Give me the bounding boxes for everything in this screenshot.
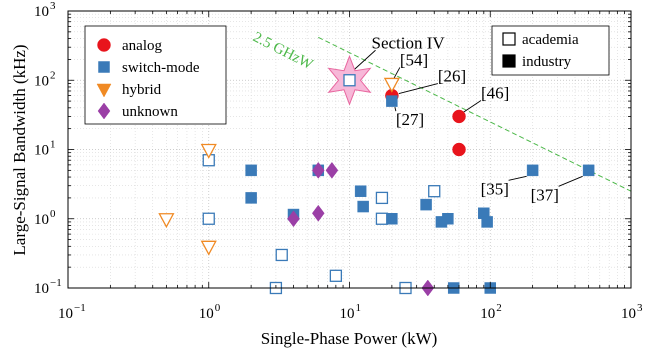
switch-mode-point: [442, 213, 454, 225]
legend-label-analog: analog: [122, 38, 162, 54]
switch-mode-point: [357, 200, 369, 213]
x-tick-label: 10 1: [340, 302, 362, 322]
annotation-leader: [393, 67, 401, 79]
y-tick-label: 10 −1: [34, 277, 62, 297]
tick-label-base: 10: [34, 143, 49, 159]
limit-line: [318, 36, 632, 192]
unknown-point: [311, 161, 325, 179]
tick-label-exponent: 2: [50, 69, 56, 81]
tick-label-base: 10: [34, 4, 49, 20]
x-tick-labels: 10 −1 10 0 10 1 10 2 10 3: [58, 302, 643, 322]
legend-origin-label: industry: [522, 54, 572, 70]
legend-marker-switch-mode: [98, 61, 110, 73]
y-tick-label: 10 3: [34, 0, 56, 20]
hybrid-point: [383, 77, 400, 93]
switch-mode-point: [245, 192, 257, 204]
annotation-leader: [508, 175, 527, 181]
highlight-label: Section IV: [372, 33, 446, 52]
tick-label-exponent: −1: [50, 277, 62, 289]
tick-label-base: 10: [340, 306, 355, 322]
legend-origin-label: academia: [522, 32, 579, 48]
y-tick-label: 10 0: [34, 208, 56, 228]
analog-point: [452, 142, 466, 157]
legend-label-hybrid: hybrid: [122, 82, 162, 98]
switch-mode-point: [386, 213, 398, 225]
x-tick-label: 10 0: [199, 302, 221, 322]
tick-label-base: 10: [34, 73, 49, 89]
switch-mode-point: [481, 216, 493, 228]
tick-label-exponent: 0: [50, 208, 56, 220]
x-tick-label: 10 3: [621, 302, 643, 322]
annotation-label: [54]: [400, 50, 428, 69]
tick-label-base: 10: [199, 306, 214, 322]
limit-line-label: 2.5 GHzW: [250, 29, 316, 73]
unknown-point: [325, 161, 339, 179]
tick-label-base: 10: [621, 306, 636, 322]
legend-origin-marker: [502, 54, 516, 68]
annotation-leader: [394, 106, 397, 112]
switch-mode-point: [386, 95, 398, 107]
switch-mode-point: [354, 185, 367, 197]
hybrid-point: [200, 240, 217, 256]
tick-label-base: 10: [58, 306, 73, 322]
tick-label-base: 10: [34, 281, 49, 297]
annotation-label: [37]: [531, 185, 559, 204]
switch-mode-point: [582, 164, 595, 177]
annotation-labels: [54] [26] [27] [46] [35] [37] Section IV: [372, 33, 559, 204]
tick-label-exponent: 3: [637, 302, 643, 314]
legend-marker-hybrid: [96, 83, 112, 98]
switch-mode-point: [329, 269, 343, 282]
y-axis-label: Large-Signal Bandwidth (kHz): [10, 44, 29, 255]
legend-origin-items: academia industry: [502, 32, 579, 70]
annotation-leader: [398, 83, 438, 95]
annotation-label: [26]: [438, 67, 466, 86]
y-tick-label: 10 1: [34, 139, 56, 159]
unknown-point: [287, 210, 300, 228]
tick-label-exponent: 0: [215, 302, 221, 314]
annotation-leader: [558, 175, 583, 187]
highlight-point: [343, 74, 356, 87]
legend-origin: academia industry: [491, 25, 610, 76]
switch-mode-point: [526, 164, 539, 177]
switch-mode-point: [202, 212, 215, 225]
switch-mode-point: [375, 191, 389, 205]
tick-label-exponent: 1: [50, 139, 56, 151]
legend-categories-items: analog switch-mode hybrid unknown: [96, 38, 200, 120]
x-tick-label: 10 −1: [58, 302, 86, 322]
legend-marker-unknown: [97, 102, 111, 120]
annotation-label: [46]: [481, 83, 509, 102]
tick-label-exponent: 1: [356, 302, 362, 314]
annotation-label: [27]: [396, 110, 424, 129]
tick-label-exponent: −1: [74, 302, 86, 314]
switch-mode-point: [420, 198, 432, 211]
annotation-label: [35]: [481, 179, 509, 198]
tick-label-exponent: 2: [496, 302, 502, 314]
switch-mode-point: [375, 212, 389, 225]
legend-categories: analog switch-mode hybrid unknown: [84, 25, 227, 125]
y-tick-label: 10 2: [34, 69, 56, 89]
switch-mode-point: [275, 248, 288, 262]
switch-mode-point: [245, 164, 257, 177]
leader-lines: [353, 49, 583, 187]
tick-label-exponent: 3: [50, 0, 56, 12]
x-axis-label: Single-Phase Power (kW): [261, 329, 438, 348]
legend-label-switch-mode: switch-mode: [122, 60, 200, 76]
annotation-leader: [462, 100, 482, 113]
legend-marker-analog: [97, 38, 111, 52]
tick-label-base: 10: [480, 306, 495, 322]
legend-label-unknown: unknown: [122, 104, 178, 120]
unknown-point: [311, 204, 325, 222]
x-tick-label: 10 2: [480, 302, 502, 322]
legend-origin-marker: [502, 32, 516, 46]
plot-frame: [67, 10, 632, 289]
highlight-leader: [353, 49, 376, 71]
analog-point: [452, 109, 466, 124]
tick-label-base: 10: [34, 212, 49, 228]
hybrid-point: [158, 213, 175, 229]
switch-mode-point: [428, 185, 441, 198]
hybrid-point: [200, 143, 217, 159]
